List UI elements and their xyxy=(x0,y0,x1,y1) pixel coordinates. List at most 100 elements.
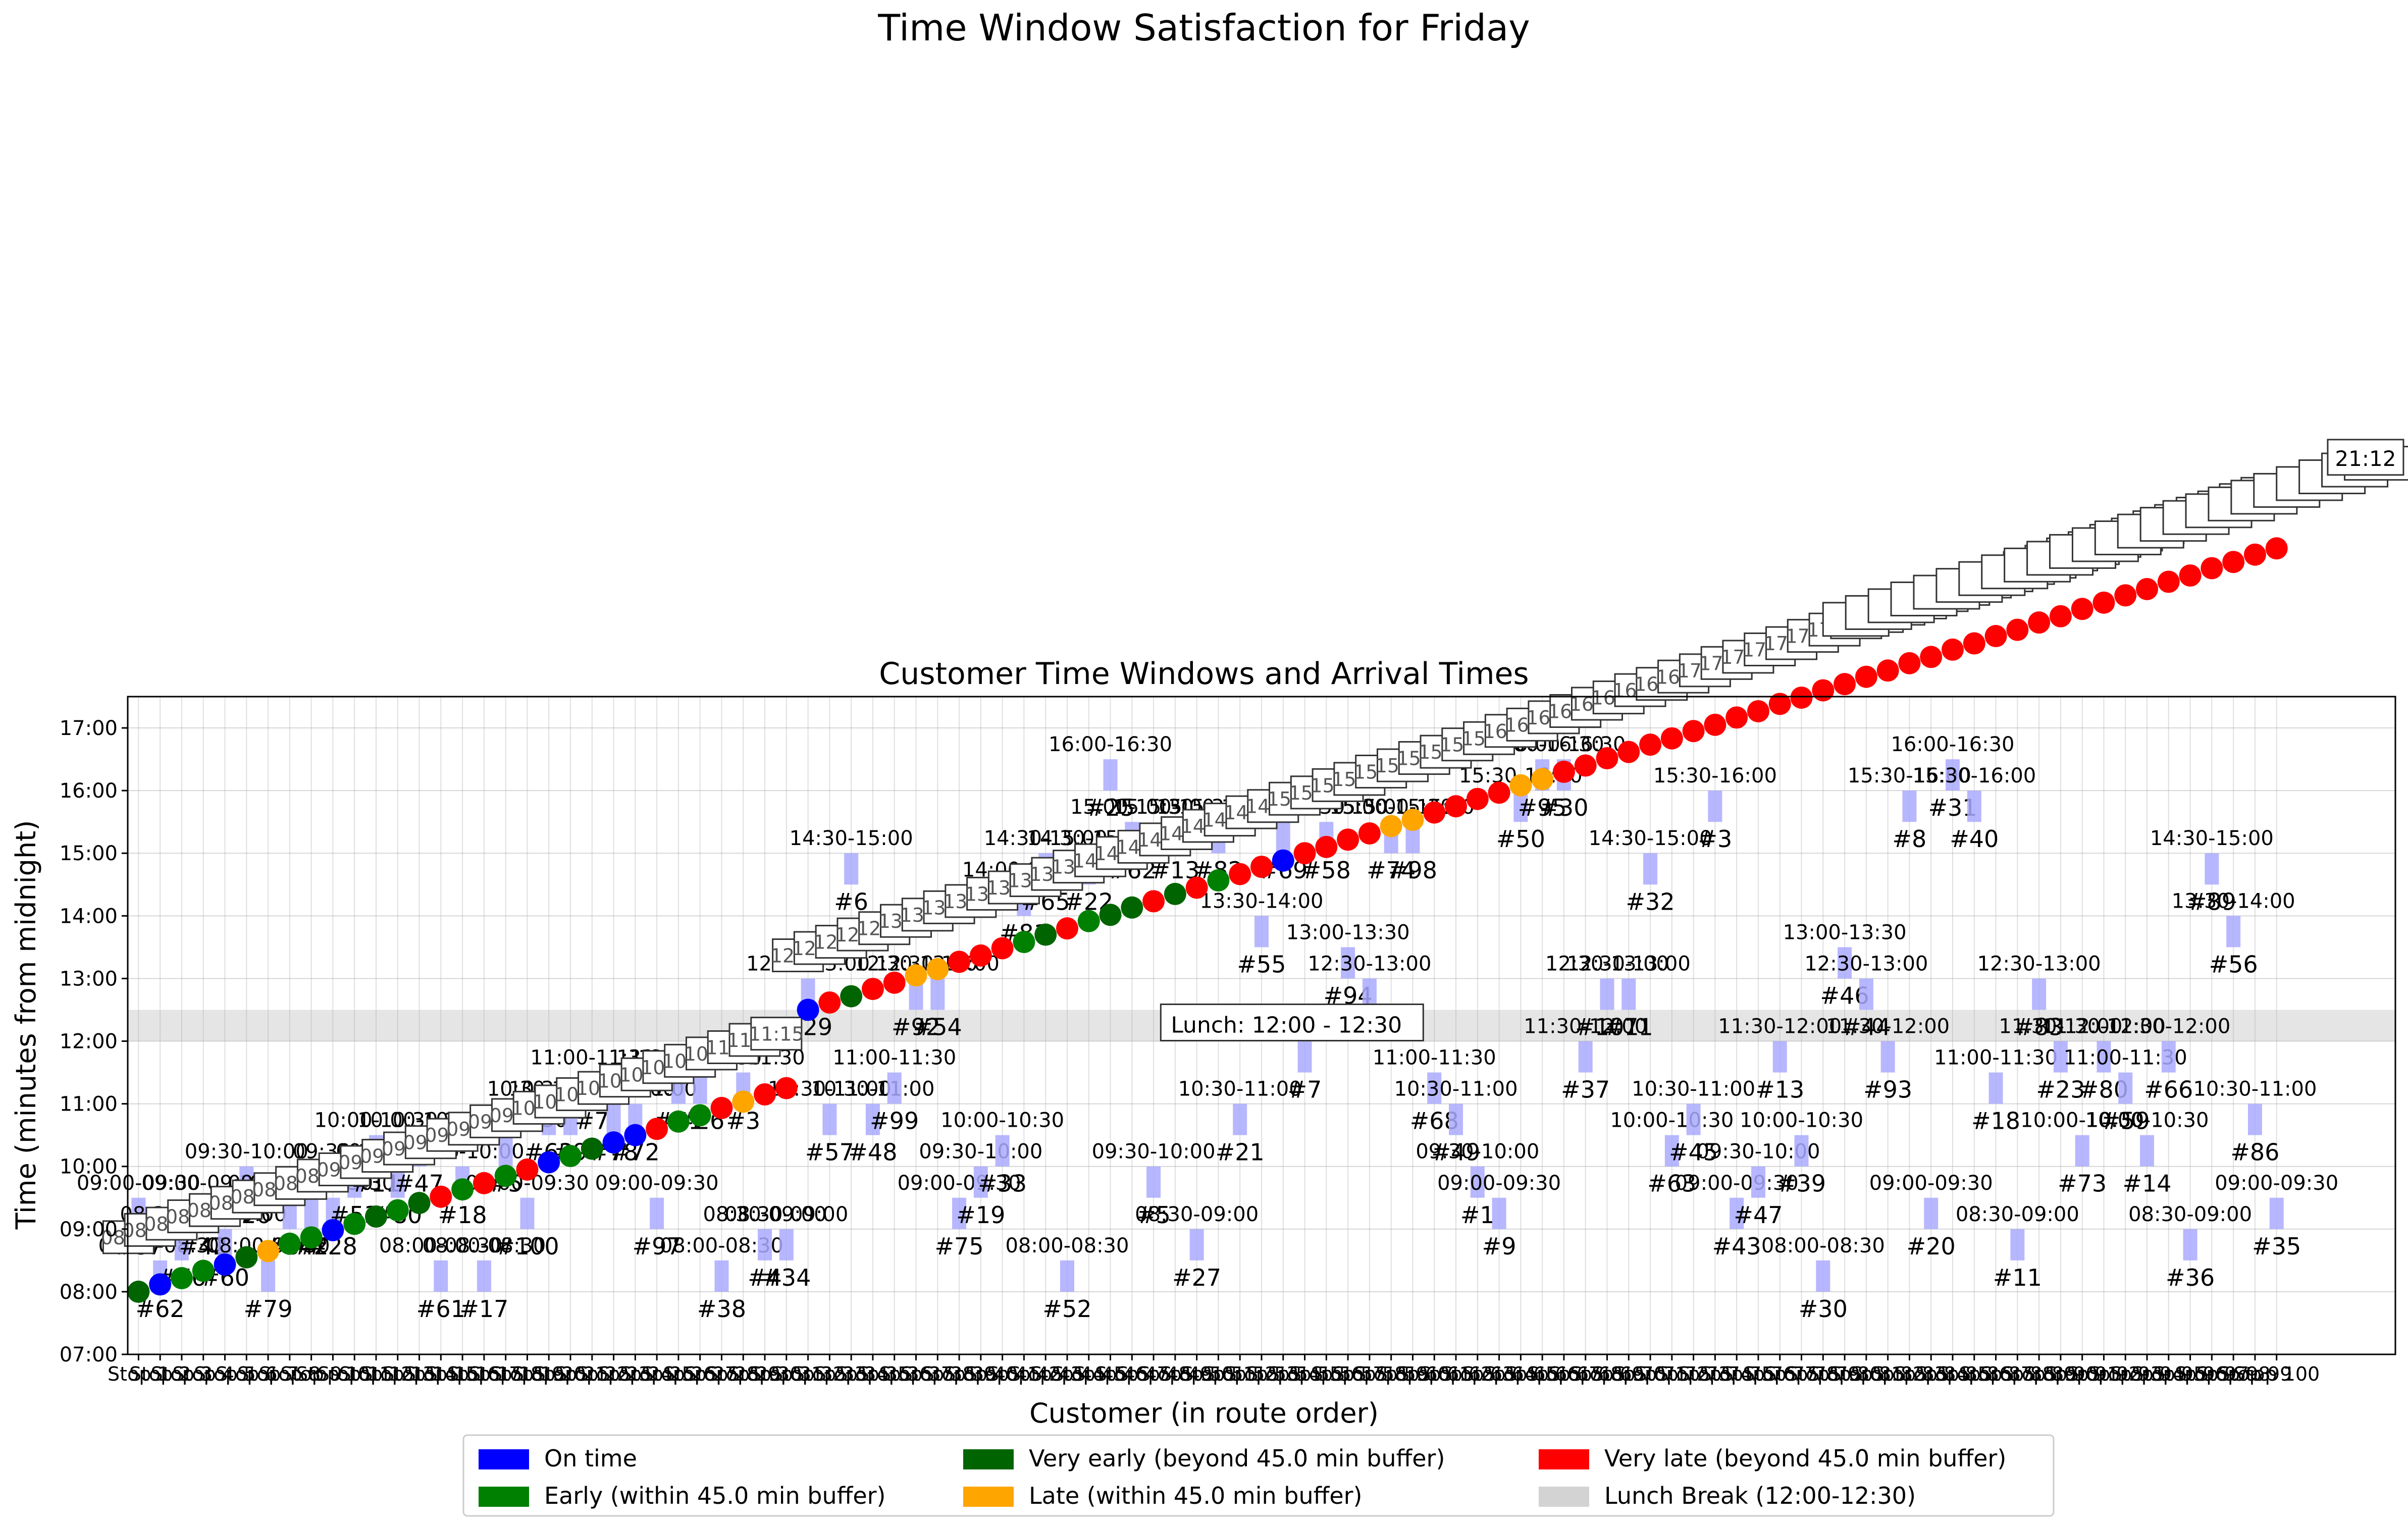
x-tick-label: Stop 64 xyxy=(1462,1363,1536,1385)
time-window-label: 12:30-13:00 xyxy=(1804,952,1928,975)
time-window-bar xyxy=(1427,1072,1442,1104)
arrival-point xyxy=(1488,781,1510,804)
customer-label: #38 xyxy=(697,1295,746,1323)
x-tick-label: Stop 60 xyxy=(1376,1363,1450,1385)
arrival-point xyxy=(732,1090,755,1113)
customer-label: #74 xyxy=(1367,857,1416,884)
x-tick-label: Stop 15 xyxy=(404,1363,478,1385)
time-window-label: 09:30-10:00 xyxy=(185,1140,308,1164)
time-window-label: 10:30-11:00 xyxy=(1632,1078,1755,1101)
x-tick-label: Stop 18 xyxy=(468,1363,543,1385)
x-tick-label: Stop 95 xyxy=(2131,1363,2206,1385)
arrival-point xyxy=(214,1253,236,1276)
x-tick-label: Stop 70 xyxy=(1592,1363,1666,1385)
x-tick-label: Stop 85 xyxy=(1916,1363,1990,1385)
customer-label: #52 xyxy=(1042,1295,1091,1323)
customer-label: #59 xyxy=(2101,1108,2150,1135)
arrival-point xyxy=(797,998,819,1021)
y-tick-label: 07:00 xyxy=(60,1343,118,1366)
arrival-point xyxy=(1207,869,1230,892)
time-window-label: 13:00-13:30 xyxy=(1286,921,1410,944)
arrival-point xyxy=(1682,720,1705,743)
customer-label: #101 xyxy=(1575,1013,1639,1040)
x-tick-label: Stop 59 xyxy=(1354,1363,1428,1385)
x-tick-label: Stop 86 xyxy=(1937,1363,2011,1385)
y-tick-label: 11:00 xyxy=(60,1093,118,1116)
customer-label: #75 xyxy=(935,1233,984,1260)
arrival-point xyxy=(1229,863,1251,885)
x-tick-label: Stop 82 xyxy=(1851,1363,1925,1385)
customer-label: #50 xyxy=(1496,825,1545,853)
arrival-point xyxy=(1920,646,1943,668)
x-tick-label: Stop 73 xyxy=(1656,1363,1731,1385)
customer-label: #45 xyxy=(1669,1139,1718,1166)
customer-label: #39 xyxy=(1777,1170,1826,1197)
legend-swatch xyxy=(963,1449,1014,1469)
arrival-point xyxy=(1056,917,1078,940)
arrival-point xyxy=(602,1131,625,1154)
time-window-label: 11:30-12:00 xyxy=(1524,1015,1647,1038)
x-tick-label: Stop 2 xyxy=(129,1363,191,1385)
arrival-point xyxy=(581,1137,603,1160)
arrival-point xyxy=(2092,591,2115,614)
time-window-bar xyxy=(1945,759,1960,791)
x-tick-label: Stop 40 xyxy=(944,1363,1018,1385)
x-tick-label: Stop 81 xyxy=(1829,1363,1903,1385)
y-tick-label: 15:00 xyxy=(60,842,118,865)
x-tick-label: Stop 74 xyxy=(1678,1363,1752,1385)
arrival-point xyxy=(1639,733,1662,756)
time-window-label: 13:30-14:00 xyxy=(1200,889,1324,913)
customer-label: #89 xyxy=(2187,888,2236,915)
x-tick-label: Stop 57 xyxy=(1311,1363,1385,1385)
x-tick-label: Stop 8 xyxy=(259,1363,321,1385)
x-tick-label: Stop 88 xyxy=(1980,1363,2055,1385)
time-window-label: 15:30-16:00 xyxy=(1912,764,2036,787)
arrival-point xyxy=(624,1124,647,1146)
y-tick-label: 13:00 xyxy=(60,967,118,990)
y-tick-label: 16:00 xyxy=(60,779,118,803)
arrival-point xyxy=(1747,700,1769,722)
arrival-point xyxy=(1574,754,1597,777)
arrival-point xyxy=(2201,557,2223,580)
time-window-label: 12:30-13:00 xyxy=(1307,952,1431,975)
time-window-label: 13:30-14:00 xyxy=(2172,889,2295,913)
arrival-point xyxy=(1445,795,1468,818)
time-window-bar xyxy=(1254,916,1269,948)
time-window-label: 13:00-13:30 xyxy=(1783,921,1907,944)
time-window-bar xyxy=(1902,791,1917,822)
x-tick-label: Stop 58 xyxy=(1332,1363,1406,1385)
time-window-bar xyxy=(1794,1135,1809,1167)
arrival-point xyxy=(1941,638,1964,661)
arrival-point xyxy=(494,1165,517,1187)
x-tick-label: Stop 17 xyxy=(447,1363,521,1385)
time-window-bar xyxy=(952,1197,967,1229)
time-window-bar xyxy=(779,1229,794,1260)
arrival-time-box: 11:15 xyxy=(749,1017,804,1051)
arrival-point xyxy=(1834,673,1856,696)
customer-label: #100 xyxy=(495,1233,559,1260)
time-window-label: 10:30-11:00 xyxy=(811,1078,934,1101)
legend-label: Late (within 45.0 min buffer) xyxy=(1029,1482,1363,1509)
x-tick-label: Stop 3 xyxy=(151,1363,213,1385)
time-window-label: 09:00-09:30 xyxy=(1437,1172,1561,1195)
x-tick-label: Stop 52 xyxy=(1203,1363,1277,1385)
x-tick-label: Stop 62 xyxy=(1419,1363,1493,1385)
customer-label: #71 xyxy=(1604,1013,1653,1040)
customer-label: #17 xyxy=(459,1295,508,1323)
time-window-label: 10:30-11:00 xyxy=(1178,1078,1302,1101)
x-tick-label: Stop 29 xyxy=(706,1363,780,1385)
time-window-label: 09:00-09:30 xyxy=(1869,1172,1993,1195)
arrival-point xyxy=(1185,876,1208,899)
customer-label: #23 xyxy=(2036,1076,2085,1103)
time-window-bar xyxy=(1988,1072,2003,1104)
time-window-label: 10:00-10:30 xyxy=(2085,1109,2209,1132)
time-window-label: 09:30-10:00 xyxy=(1092,1140,1216,1164)
time-window-label: 09:00-09:30 xyxy=(1675,1172,1799,1195)
customer-label: #9 xyxy=(1482,1233,1516,1260)
x-tick-label: Stop 24 xyxy=(598,1363,672,1385)
customer-label: #95 xyxy=(1518,794,1567,821)
time-window-bar xyxy=(1643,853,1658,885)
customer-label: #57 xyxy=(805,1139,854,1166)
x-tick-label: Stop 75 xyxy=(1700,1363,1774,1385)
